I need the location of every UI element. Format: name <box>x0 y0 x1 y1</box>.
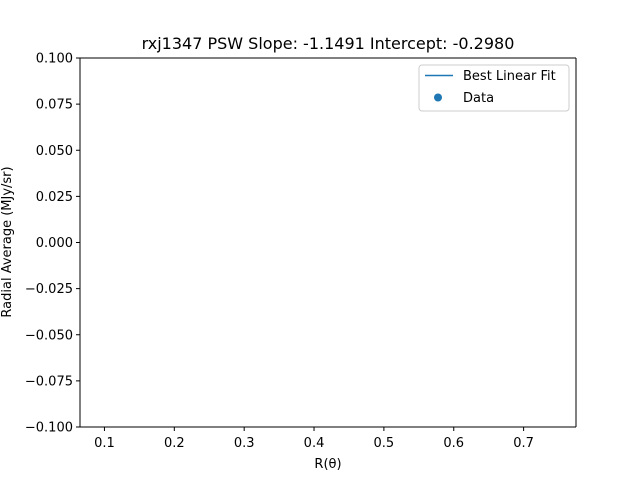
y-axis-label: Radial Average (MJy/sr) <box>0 166 15 317</box>
y-tick-label: 0.025 <box>36 190 73 205</box>
y-tick-label: 0.050 <box>36 144 73 159</box>
x-axis-ticks: 0.1 0.2 0.3 0.4 0.5 0.6 0.7 <box>94 427 534 451</box>
legend: Best Linear Fit Data <box>418 64 570 112</box>
x-axis-label: R(θ) <box>314 457 341 472</box>
x-tick-label: 0.6 <box>443 436 464 451</box>
axes-frame <box>79 57 577 428</box>
legend-box <box>418 64 570 112</box>
x-tick-label: 0.2 <box>164 436 185 451</box>
x-tick-label: 0.5 <box>374 436 395 451</box>
legend-label-data: Data <box>463 91 494 106</box>
y-tick-label: 0.000 <box>36 236 73 251</box>
y-tick-label: −0.075 <box>25 374 73 389</box>
y-tick-label: −0.025 <box>25 282 73 297</box>
y-tick-label: 0.075 <box>36 98 73 113</box>
x-tick-label: 0.7 <box>513 436 534 451</box>
legend-label-best-fit: Best Linear Fit <box>463 69 556 84</box>
legend-marker-swatch <box>434 93 442 102</box>
y-tick-label: −0.100 <box>25 421 73 436</box>
x-tick-label: 0.3 <box>234 436 255 451</box>
x-tick-label: 0.4 <box>304 436 325 451</box>
chart-title: rxj1347 PSW Slope: -1.1491 Intercept: -0… <box>142 34 515 53</box>
plot-area <box>80 58 576 427</box>
y-axis-ticks: 0.100 0.075 0.050 0.025 0.000 −0.025 −0.050 −0.… <box>25 52 80 436</box>
y-tick-label: −0.050 <box>25 328 73 343</box>
x-tick-label: 0.1 <box>94 436 115 451</box>
y-tick-label: 0.100 <box>36 52 73 67</box>
